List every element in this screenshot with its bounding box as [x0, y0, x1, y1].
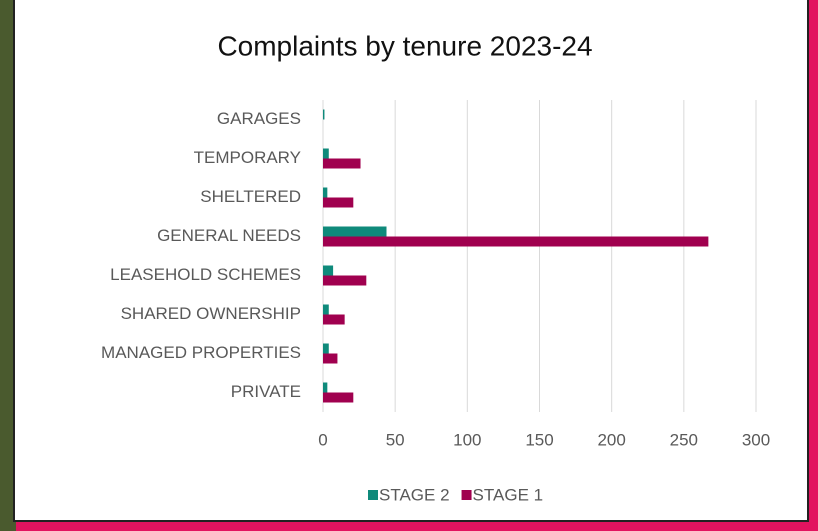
bar	[323, 305, 329, 315]
bar	[323, 344, 329, 354]
bar	[323, 393, 353, 403]
bar	[323, 110, 324, 120]
x-tick-label: 200	[597, 430, 625, 449]
bar	[323, 266, 333, 276]
legend-label: STAGE 1	[473, 485, 544, 504]
y-tick-label: SHARED OWNERSHIP	[121, 304, 301, 323]
legend-swatch	[462, 490, 472, 500]
bar	[323, 227, 387, 237]
legend-swatch	[368, 490, 378, 500]
legend-label: STAGE 2	[379, 485, 450, 504]
y-tick-label: MANAGED PROPERTIES	[101, 343, 301, 362]
bar	[323, 149, 329, 159]
bar	[323, 159, 361, 169]
y-tick-label: TEMPORARY	[194, 148, 301, 167]
x-tick-label: 250	[670, 430, 698, 449]
chart: Complaints by tenure 2023-24 0 50 100 150 20…	[0, 0, 818, 531]
bar	[323, 383, 327, 393]
y-tick-label: GENERAL NEEDS	[157, 226, 301, 245]
bar	[323, 188, 327, 198]
x-tick-label: 50	[386, 430, 405, 449]
bar	[323, 237, 708, 247]
y-tick-label: PRIVATE	[231, 382, 301, 401]
x-tick-label: 150	[525, 430, 553, 449]
bar	[323, 198, 353, 208]
chart-title: Complaints by tenure 2023-24	[217, 30, 592, 61]
y-tick-label: GARAGES	[217, 109, 301, 128]
x-tick-label: 100	[453, 430, 481, 449]
page: {"chart_data": {"type": "bar", "orientat…	[0, 0, 818, 531]
x-tick-label: 0	[318, 430, 327, 449]
bar	[323, 354, 337, 364]
y-tick-label: LEASEHOLD SCHEMES	[110, 265, 301, 284]
bar	[323, 315, 345, 325]
bar	[323, 276, 366, 286]
x-tick-label: 300	[742, 430, 770, 449]
y-tick-label: SHELTERED	[200, 187, 301, 206]
